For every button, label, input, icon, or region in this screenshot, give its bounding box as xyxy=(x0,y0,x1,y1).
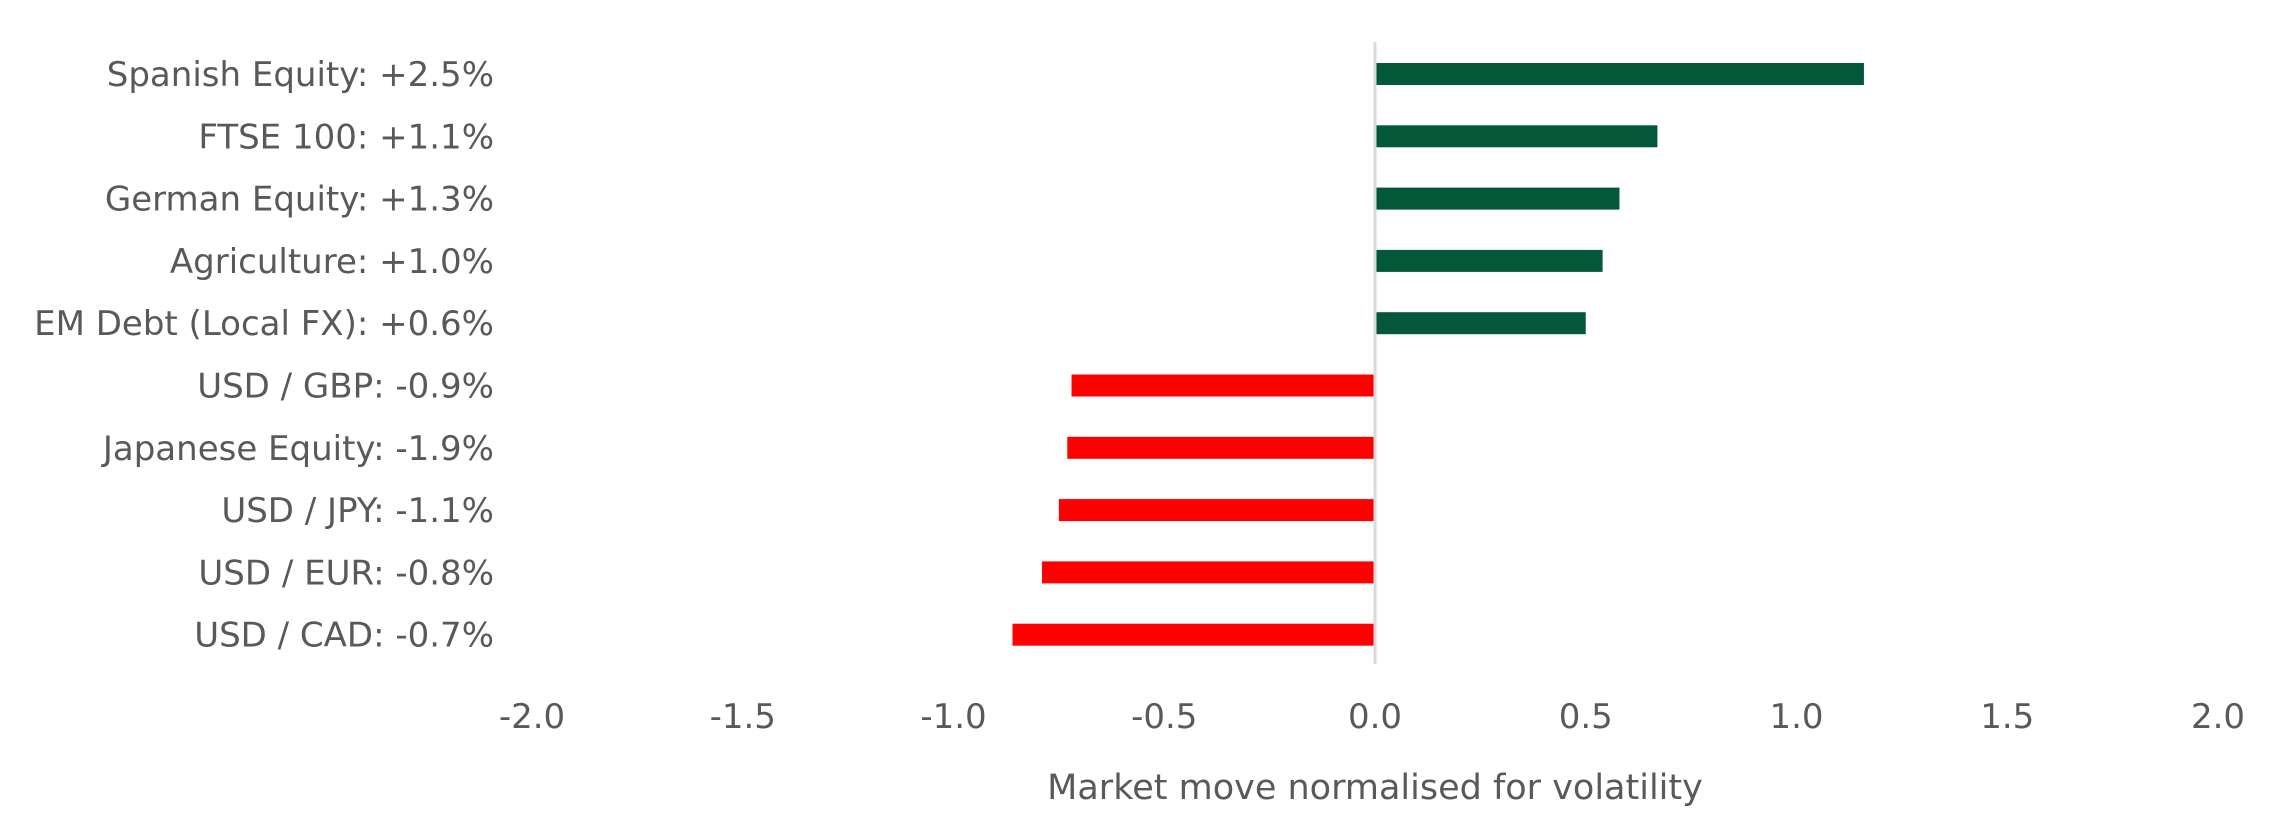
category-label: USD / JPY: -1.1% xyxy=(221,491,494,531)
bar xyxy=(1067,436,1375,459)
x-tick-label: -1.0 xyxy=(920,697,986,737)
category-label: USD / EUR: -0.8% xyxy=(198,553,494,593)
x-tick-labels: -2.0 -1.5 -1.0 -0.5 0.0 0.5 1.0 1.5 2.0 xyxy=(499,697,2245,737)
category-label: Spanish Equity: +2.5% xyxy=(107,55,494,95)
bar xyxy=(1375,125,1658,148)
x-tick-label: -1.5 xyxy=(710,697,776,737)
category-label: FTSE 100: +1.1% xyxy=(198,117,494,157)
category-label: Japanese Equity: -1.9% xyxy=(101,429,494,469)
bar xyxy=(1071,374,1375,397)
x-tick-label: -2.0 xyxy=(499,697,565,737)
bars-group xyxy=(1012,63,1864,646)
category-label: USD / GBP: -0.9% xyxy=(197,367,494,407)
x-tick-label: 0.5 xyxy=(1559,697,1613,737)
category-label: Agriculture: +1.0% xyxy=(170,242,494,282)
x-tick-label: 1.5 xyxy=(1980,697,2034,737)
category-labels: Spanish Equity: +2.5% FTSE 100: +1.1% Germ… xyxy=(34,55,494,656)
bar xyxy=(1012,623,1375,646)
category-label: German Equity: +1.3% xyxy=(105,180,494,220)
bar xyxy=(1058,499,1375,522)
bar xyxy=(1375,249,1603,272)
bar xyxy=(1375,312,1586,335)
bar xyxy=(1375,187,1620,210)
bar xyxy=(1042,561,1375,584)
x-tick-label: 1.0 xyxy=(1769,697,1823,737)
category-label: EM Debt (Local FX): +0.6% xyxy=(34,304,494,344)
x-tick-label: -0.5 xyxy=(1131,697,1197,737)
x-tick-label: 2.0 xyxy=(2191,697,2245,737)
x-axis-title: Market move normalised for volatility xyxy=(1047,768,1703,808)
x-tick-label: 0.0 xyxy=(1348,697,1402,737)
category-label: USD / CAD: -0.7% xyxy=(194,616,494,656)
bar xyxy=(1375,63,1864,85)
